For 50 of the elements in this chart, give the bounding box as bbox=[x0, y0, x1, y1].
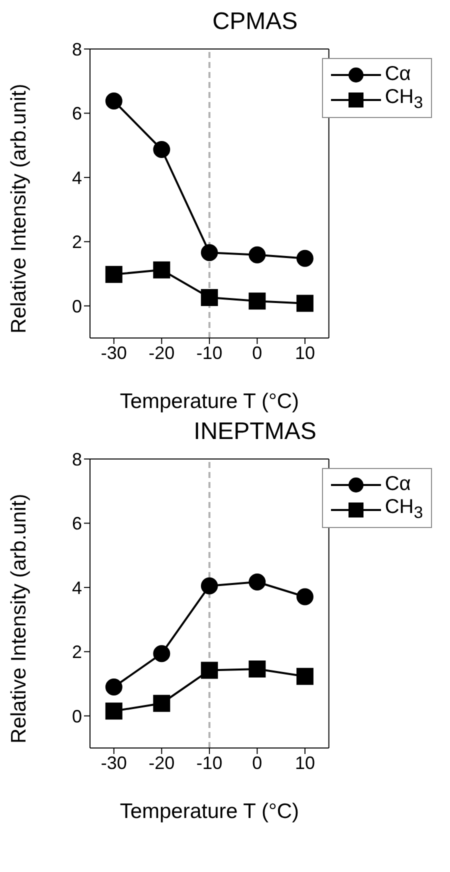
x-axis-title: Temperature T (°C) bbox=[120, 800, 300, 823]
point bbox=[248, 246, 266, 264]
point bbox=[248, 292, 266, 310]
point bbox=[153, 694, 170, 712]
y-tick-label: 0 bbox=[72, 296, 82, 316]
point bbox=[296, 294, 314, 312]
point bbox=[248, 660, 266, 678]
point bbox=[200, 244, 218, 262]
point bbox=[105, 678, 122, 696]
point bbox=[248, 573, 266, 590]
point bbox=[105, 702, 122, 720]
y-tick-label: 6 bbox=[72, 104, 82, 124]
y-tick-label: 2 bbox=[72, 232, 82, 252]
x-tick-label: 0 bbox=[252, 752, 262, 773]
y-axis-title: Relative Intensity (arb.unit) bbox=[7, 494, 30, 744]
y-tick-label: 0 bbox=[72, 706, 82, 726]
point bbox=[296, 588, 314, 606]
point bbox=[153, 261, 170, 278]
y-tick-label: 8 bbox=[72, 449, 82, 470]
point bbox=[296, 250, 314, 267]
point bbox=[200, 577, 218, 594]
y-tick-label: 2 bbox=[72, 642, 82, 662]
y-tick-label: 8 bbox=[72, 39, 82, 60]
point bbox=[153, 141, 170, 158]
y-tick-label: 4 bbox=[72, 578, 82, 598]
legend-label: Cα bbox=[384, 63, 411, 86]
x-tick-label: -30 bbox=[100, 752, 127, 773]
legend-label: Cα bbox=[384, 473, 411, 496]
point bbox=[200, 662, 218, 679]
x-tick-label: 0 bbox=[252, 342, 262, 363]
point bbox=[105, 92, 122, 110]
chart-title: CPMAS bbox=[211, 8, 299, 37]
legend-label: CH$_{3}$ bbox=[384, 86, 423, 113]
y-tick-label: 6 bbox=[72, 514, 82, 534]
y-axis-title: Relative Intensity (arb.unit) bbox=[7, 84, 30, 334]
x-tick-label: 10 bbox=[294, 752, 315, 773]
point bbox=[200, 289, 218, 306]
x-tick-label: -20 bbox=[148, 752, 175, 773]
x-tick-label: -10 bbox=[196, 342, 222, 363]
chart-title: INEPTMAS bbox=[192, 418, 318, 447]
y-tick-label: 4 bbox=[72, 168, 82, 188]
x-tick-label: -20 bbox=[148, 342, 175, 363]
point bbox=[153, 645, 170, 662]
x-tick-label: 10 bbox=[294, 342, 315, 363]
legend-label: CH$_{3}$ bbox=[384, 496, 423, 523]
x-tick-label: -10 bbox=[196, 752, 222, 773]
x-tick-label: -30 bbox=[100, 342, 127, 363]
point bbox=[296, 668, 314, 685]
point bbox=[105, 266, 122, 283]
x-axis-title: Temperature T (°C) bbox=[120, 390, 300, 413]
